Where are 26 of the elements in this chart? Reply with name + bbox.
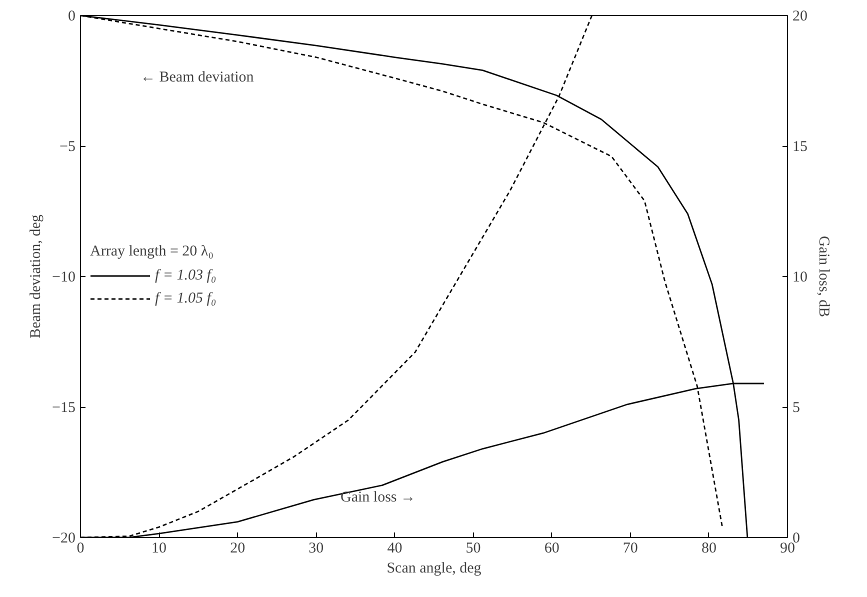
- y-tick-label: −15: [52, 400, 76, 416]
- x-tick-label: 60: [544, 540, 560, 556]
- y2-tick-label: 20: [792, 8, 808, 24]
- y2-tick-label: 5: [792, 400, 800, 416]
- x-tick-label: 40: [387, 540, 402, 556]
- x-tick-label: 10: [152, 540, 167, 556]
- x-tick-label: 80: [701, 540, 716, 556]
- y-tick-label: −20: [52, 530, 76, 546]
- x-tick-label: 30: [308, 540, 324, 556]
- annotation: Gain loss →: [340, 490, 416, 506]
- y-tick-label: 0: [68, 8, 76, 24]
- x-tick-label: 70: [622, 540, 638, 556]
- x-axis-title: Scan angle, deg: [386, 560, 482, 576]
- x-tick-label: 20: [230, 540, 246, 556]
- y2-tick-label: 10: [792, 270, 808, 286]
- y2-tick-label: 15: [792, 139, 808, 155]
- y2-axis-title: Gain loss, dB: [816, 236, 832, 318]
- legend-label: f = 1.05 f₀: [155, 290, 216, 307]
- legend-label: f = 1.03 f₀: [155, 267, 216, 284]
- y-axis-title: Beam deviation, deg: [28, 214, 44, 338]
- x-tick-label: 90: [780, 540, 795, 556]
- y-tick-label: −5: [60, 139, 76, 155]
- y-tick-label: −10: [52, 270, 76, 286]
- legend-title: Array length = 20 λ₀: [90, 244, 214, 260]
- annotation: ← Beam deviation: [140, 70, 254, 86]
- x-tick-label: 50: [466, 540, 481, 556]
